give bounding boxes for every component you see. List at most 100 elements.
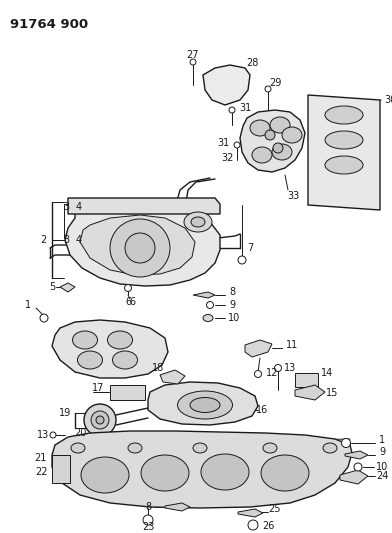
Ellipse shape [265,130,275,140]
Ellipse shape [193,443,207,453]
Ellipse shape [125,285,131,292]
Text: 6: 6 [125,297,131,307]
Ellipse shape [325,106,363,124]
Ellipse shape [84,404,116,436]
Text: 32: 32 [222,153,234,163]
Ellipse shape [273,143,283,153]
Polygon shape [148,382,258,425]
Text: 31: 31 [239,103,251,113]
Text: 12: 12 [266,368,278,378]
Polygon shape [60,283,75,292]
Ellipse shape [141,455,189,491]
Text: 1: 1 [379,435,385,445]
Ellipse shape [107,331,132,349]
Polygon shape [340,470,368,484]
Ellipse shape [323,443,337,453]
Text: 91764 900: 91764 900 [10,18,88,31]
Text: 10: 10 [228,313,240,323]
Ellipse shape [73,331,98,349]
Ellipse shape [178,391,232,419]
Text: 2: 2 [40,235,46,245]
Ellipse shape [40,314,48,322]
Text: 14: 14 [321,368,333,378]
Text: 5: 5 [49,282,55,292]
Text: 28: 28 [246,58,258,68]
Ellipse shape [341,439,350,448]
Ellipse shape [252,147,272,163]
Polygon shape [193,292,215,298]
Ellipse shape [261,455,309,491]
Polygon shape [165,503,190,511]
Text: 1: 1 [25,300,31,310]
Ellipse shape [234,142,240,148]
Ellipse shape [325,156,363,174]
Text: 8: 8 [229,287,235,297]
Ellipse shape [81,457,129,493]
Ellipse shape [270,117,290,133]
Polygon shape [110,385,145,400]
Ellipse shape [201,454,249,490]
Ellipse shape [71,443,85,453]
Ellipse shape [254,370,261,377]
Polygon shape [52,320,168,378]
Text: 7: 7 [247,243,253,253]
Text: 29: 29 [269,78,281,88]
Ellipse shape [113,351,138,369]
Ellipse shape [248,520,258,530]
Polygon shape [345,451,368,459]
Text: 3: 3 [63,202,69,212]
Text: 23: 23 [142,522,154,532]
Text: 15: 15 [326,388,338,398]
Text: 25: 25 [269,504,281,514]
Polygon shape [240,110,305,172]
Ellipse shape [263,443,277,453]
Ellipse shape [325,131,363,149]
Text: 16: 16 [256,405,268,415]
Ellipse shape [229,107,235,113]
Text: 33: 33 [287,191,299,201]
Ellipse shape [238,256,246,264]
Text: 27: 27 [187,50,199,60]
Polygon shape [65,207,220,286]
Ellipse shape [125,233,155,263]
Text: 4: 4 [76,202,82,212]
Text: 22: 22 [36,467,48,477]
Polygon shape [80,215,195,275]
Text: 9: 9 [379,447,385,457]
Ellipse shape [282,127,302,143]
Polygon shape [203,65,250,105]
Polygon shape [68,198,220,214]
Ellipse shape [354,463,362,471]
Polygon shape [160,370,185,384]
Ellipse shape [272,144,292,160]
Text: 9: 9 [229,300,235,310]
Text: 20: 20 [74,428,86,438]
Ellipse shape [143,515,153,525]
Polygon shape [295,373,318,387]
Ellipse shape [250,120,270,136]
Polygon shape [52,431,352,508]
Polygon shape [308,95,380,210]
Text: 26: 26 [262,521,274,531]
Ellipse shape [78,351,102,369]
Text: 31: 31 [217,138,229,148]
Text: 17: 17 [92,383,104,393]
Text: 6: 6 [129,297,135,307]
Bar [52,455,70,483]
Text: 30: 30 [384,95,392,105]
Text: 3: 3 [63,235,69,245]
Text: 11: 11 [286,340,298,350]
Ellipse shape [191,217,205,227]
Ellipse shape [207,302,214,309]
Ellipse shape [50,432,56,438]
Ellipse shape [110,219,170,277]
Text: 13: 13 [37,430,49,440]
Text: 19: 19 [59,408,71,418]
Polygon shape [295,385,325,400]
Ellipse shape [91,411,109,429]
Polygon shape [245,340,272,357]
Ellipse shape [274,365,281,372]
Text: 18: 18 [152,363,164,373]
Text: 10: 10 [376,462,388,472]
Text: 24: 24 [376,471,388,481]
